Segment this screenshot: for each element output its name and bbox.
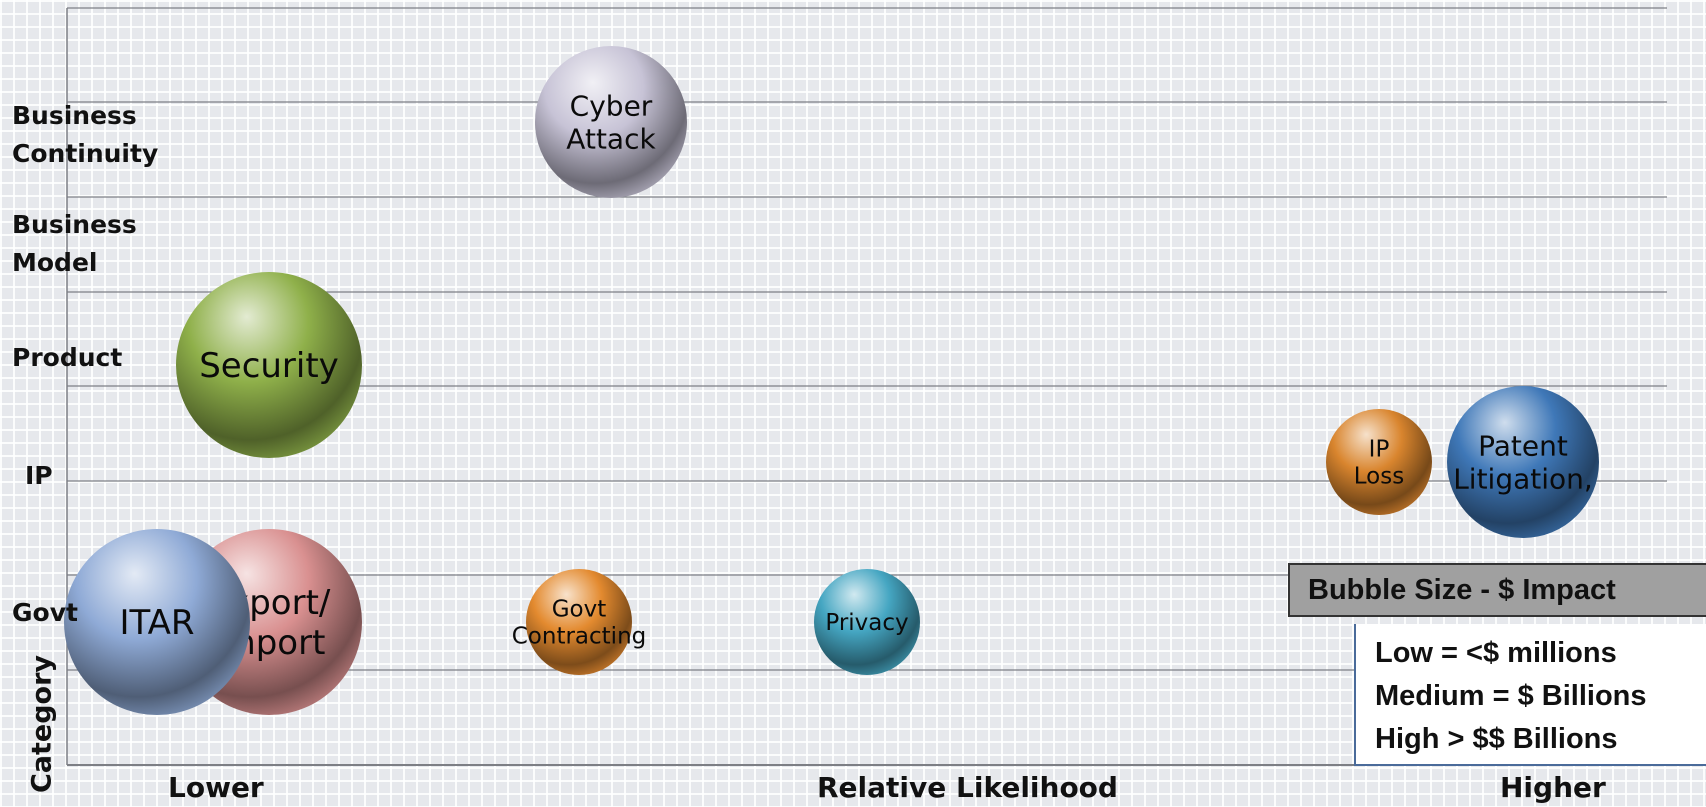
legend-title: Bubble Size - $ Impact (1288, 563, 1706, 617)
x-tick-higher: Higher (1500, 771, 1606, 804)
legend-item-medium: Medium = $ Billions (1375, 680, 1647, 712)
row-label-business-continuity: Business Continuity (12, 101, 159, 168)
bubble-circle (176, 272, 362, 458)
bubble-privacy: Privacy (814, 569, 920, 675)
row-label-business-model: Business Model (12, 210, 137, 277)
row-label-ip: IP (25, 461, 53, 490)
bubble-label: Govt Contracting (512, 596, 647, 649)
row-label-product: Product (12, 343, 123, 372)
legend-box: Low = <$ millions Medium = $ Billions Hi… (1354, 624, 1706, 766)
bubble-label: Cyber Attack (566, 89, 656, 155)
bubble-label: ITAR (119, 603, 194, 643)
legend-item-high: High > $$ Billions (1375, 723, 1618, 755)
bubble-patent-litigation: Patent Litigation, (1447, 386, 1599, 538)
x-axis-title: Relative Likelihood (817, 771, 1118, 804)
bubble-circle (1447, 386, 1599, 538)
bubble-circle (1326, 409, 1432, 515)
bubbles: Cyber Attack Security IP Loss Patent Litigatio… (64, 46, 1599, 715)
row-label-govt: Govt (12, 598, 78, 627)
bubble-circle (526, 569, 632, 675)
bubble-circle (814, 569, 920, 675)
bubble-label: Security (199, 346, 339, 386)
bubble-label: Patent Litigation, (1453, 429, 1593, 495)
bubble-govt-contracting: Govt Contracting (512, 569, 647, 675)
bubble-label: IP Loss (1354, 436, 1404, 489)
bubble-ip-loss: IP Loss (1326, 409, 1432, 515)
bubble-label: Privacy (825, 610, 908, 636)
bubble-itar: ITAR (64, 529, 250, 715)
bubble-cyber-attack: Cyber Attack (535, 46, 687, 198)
y-axis-title: Category (26, 654, 58, 794)
x-tick-lower: Lower (168, 771, 264, 804)
bubble-security: Security (176, 272, 362, 458)
bubble-circle (535, 46, 687, 198)
bubble-circle (64, 529, 250, 715)
y-axis-title-wrap: Category (22, 654, 62, 794)
legend-item-low: Low = <$ millions (1375, 637, 1617, 669)
